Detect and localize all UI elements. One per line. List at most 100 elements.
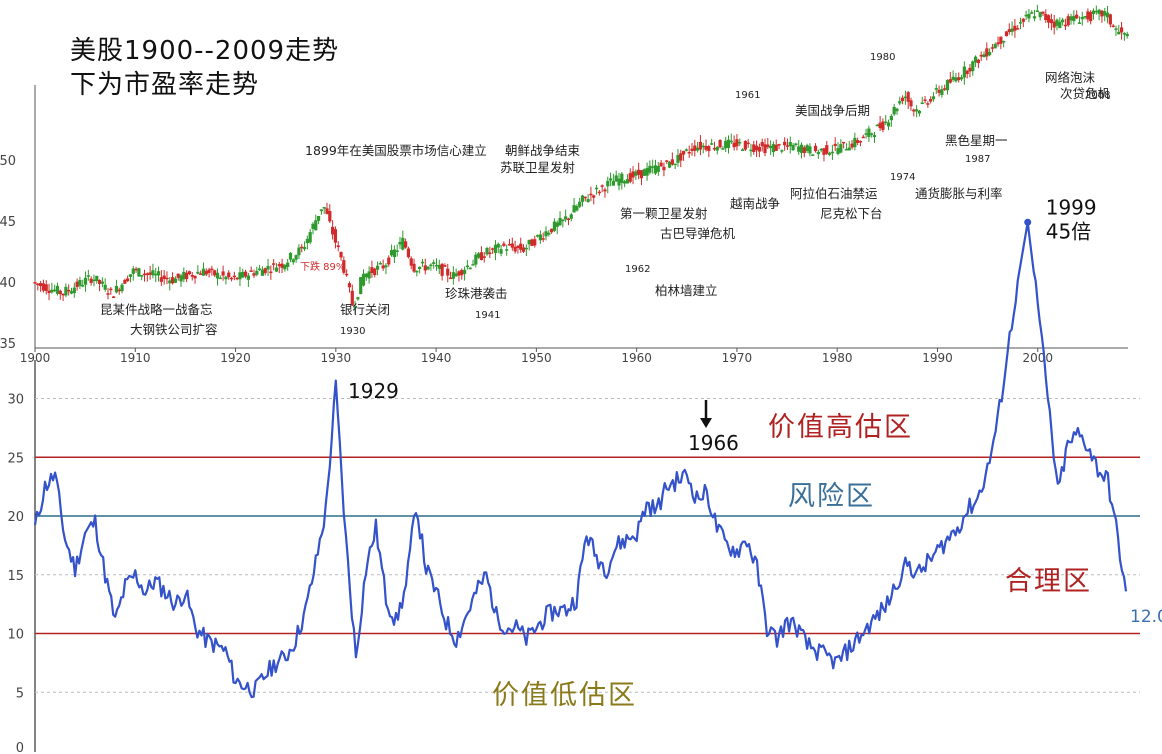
price-candle: [614, 175, 618, 182]
price-candle: [103, 284, 107, 290]
price-candle: [884, 121, 888, 124]
price-candle: [336, 245, 340, 248]
price-candle: [547, 232, 551, 235]
price-annotation: 尼克松下台: [820, 206, 883, 221]
price-candle: [589, 193, 593, 196]
price-candle: [151, 270, 155, 276]
price-candle: [971, 61, 975, 72]
price-candle: [485, 248, 489, 255]
price-candle: [375, 265, 380, 270]
price-candle: [1097, 9, 1101, 14]
price-candle: [586, 199, 590, 203]
price-candle: [280, 263, 284, 268]
price-candle: [187, 271, 192, 275]
price-candle: [937, 89, 941, 93]
price-candle: [434, 264, 439, 267]
price-candle: [569, 214, 573, 219]
price-candle: [1125, 33, 1129, 37]
price-candle: [519, 243, 523, 250]
price-candle: [566, 218, 571, 221]
price-candle: [429, 264, 433, 267]
price-candle: [243, 271, 248, 277]
price-candle: [600, 185, 604, 187]
price-candle: [931, 96, 936, 100]
price-candle: [502, 243, 506, 246]
price-candle: [662, 166, 666, 171]
price-candle: [766, 144, 770, 148]
price-candle: [33, 282, 37, 284]
price-candle: [258, 268, 262, 271]
price-candle: [238, 272, 242, 280]
price-candle: [1063, 24, 1068, 27]
price-candle: [993, 44, 997, 49]
price-candle: [903, 96, 907, 99]
price-candle: [757, 147, 761, 152]
price-candle: [864, 133, 868, 135]
price-candle: [1021, 18, 1025, 22]
price-candle: [510, 243, 514, 248]
price-candle: [915, 109, 919, 112]
price-candle: [1032, 16, 1037, 19]
price-annotation: 第一颗卫星发射: [620, 206, 708, 221]
price-candle: [791, 144, 795, 151]
price-candle: [423, 265, 427, 271]
price-candle: [92, 279, 96, 282]
price-candle: [808, 146, 812, 154]
price-candle: [210, 268, 214, 271]
price-candle: [190, 274, 194, 277]
price-candle: [325, 208, 329, 214]
price-candle: [544, 231, 548, 237]
price-candle: [142, 273, 147, 276]
price-candle: [639, 170, 644, 179]
price-candle: [881, 121, 885, 130]
price-candle: [572, 205, 576, 213]
price-candle: [521, 247, 526, 252]
price-candle: [232, 275, 236, 278]
price-candle: [788, 141, 792, 147]
price-candle: [777, 144, 781, 146]
price-candle: [535, 235, 540, 237]
price-candle: [561, 219, 565, 222]
price-candle: [825, 145, 829, 154]
price-candle: [642, 169, 646, 176]
price-candle: [75, 281, 79, 288]
price-candle: [168, 280, 172, 284]
price-candle: [384, 265, 388, 268]
price-candle: [319, 209, 323, 212]
price-candle: [1089, 12, 1093, 22]
price-candle: [1077, 22, 1082, 24]
price-candle: [392, 249, 396, 258]
price-candle: [378, 263, 382, 265]
price-candle: [196, 271, 200, 274]
price-candle: [471, 264, 475, 266]
price-candle: [985, 48, 989, 57]
price-candle: [780, 150, 784, 152]
point-label-1966: 1966: [688, 431, 739, 455]
price-candle: [564, 216, 568, 220]
price-candle: [260, 269, 265, 276]
price-candle: [137, 268, 141, 277]
price-candle: [533, 239, 537, 246]
price-candle: [1083, 16, 1087, 18]
price-candle: [95, 275, 99, 282]
price-candle: [446, 268, 450, 276]
price-candle: [229, 277, 234, 280]
price-candle: [311, 223, 315, 229]
price-annotation: 柏林墙建立: [655, 283, 718, 298]
price-candle: [246, 275, 250, 280]
price-candle: [468, 267, 472, 270]
price-annotation: 朝鲜战争结束: [505, 143, 581, 158]
price-candle: [1044, 13, 1048, 21]
price-candle: [1122, 33, 1126, 35]
price-candle: [1007, 29, 1011, 33]
price-candle: [583, 196, 587, 199]
price-candle: [712, 148, 717, 150]
price-candle: [331, 226, 335, 235]
price-candle: [1016, 28, 1020, 30]
price-candle: [771, 144, 776, 153]
price-candle: [676, 154, 680, 163]
price-candle: [356, 297, 360, 300]
price-annotation: 昆某件战略一战备忘: [100, 302, 213, 317]
price-candle: [294, 255, 298, 260]
price-candle: [538, 234, 542, 241]
